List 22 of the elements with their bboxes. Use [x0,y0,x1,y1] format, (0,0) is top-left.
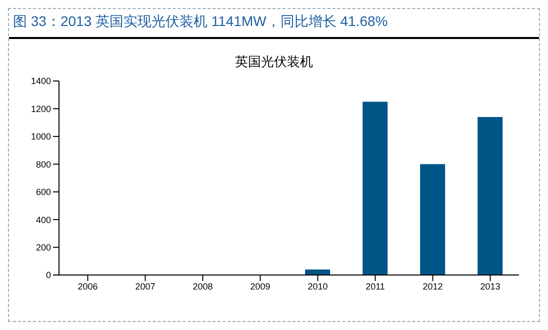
x-tick-label: 2010 [308,281,328,292]
y-tick-label: 400 [36,214,51,225]
x-tick-label: 2011 [366,281,385,292]
bar [478,117,503,275]
bar [305,269,330,275]
x-tick-label: 2012 [422,281,443,292]
y-tick-label: 600 [36,187,51,198]
chart-title: 图 33：2013 英国实现光伏装机 1141MW，同比增长 41.68% [9,9,539,39]
y-tick-label: 0 [46,270,51,280]
y-tick-label: 800 [36,159,51,170]
x-tick-label: 2008 [192,281,213,292]
x-tick-label: 2007 [135,281,156,292]
y-tick-label: 1000 [30,132,51,142]
bar [362,102,388,275]
x-tick-label: 2006 [78,281,98,292]
bar [420,164,446,275]
x-tick-label: 2013 [480,281,500,292]
x-tick-label: 2009 [250,281,270,292]
y-tick-label: 1200 [30,104,51,114]
y-tick-label: 1400 [30,76,51,86]
chart-subtitle: 英国光伏装机 [234,53,314,71]
y-tick-label: 200 [36,242,51,252]
